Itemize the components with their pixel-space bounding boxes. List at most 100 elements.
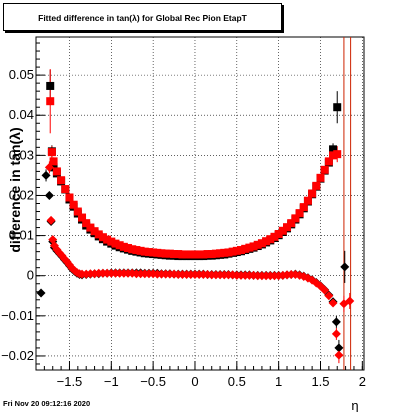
square-marker — [119, 242, 128, 251]
square-marker — [190, 250, 199, 259]
square-marker — [241, 244, 250, 253]
square-marker — [161, 249, 170, 258]
square-marker — [128, 245, 137, 254]
square-marker — [153, 248, 162, 257]
diamond-marker — [44, 162, 54, 172]
square-marker — [46, 81, 55, 90]
square-marker — [49, 157, 58, 166]
square-marker — [170, 250, 179, 259]
square-marker — [111, 239, 120, 248]
square-marker — [94, 230, 103, 239]
y-tick-label: 0.05 — [9, 67, 34, 82]
grid — [36, 37, 364, 370]
square-marker — [333, 103, 342, 112]
y-tick-label: 0.04 — [9, 107, 34, 122]
square-marker — [149, 248, 158, 257]
square-marker — [157, 249, 166, 258]
square-marker — [308, 189, 317, 198]
timestamp: Fri Nov 20 09:12:16 2020 — [3, 399, 91, 408]
square-marker — [140, 247, 149, 256]
square-marker — [207, 250, 216, 259]
x-tick-label: 0.5 — [228, 374, 246, 389]
square-marker — [132, 246, 141, 255]
square-marker — [182, 250, 191, 259]
square-marker — [69, 200, 78, 209]
square-marker — [224, 248, 233, 257]
square-marker — [107, 237, 116, 246]
square-marker — [278, 226, 287, 235]
x-tick-label: 1 — [275, 374, 282, 389]
x-tick-label: −1 — [104, 374, 119, 389]
diamond-marker — [44, 190, 54, 200]
x-tick-label: 2 — [359, 374, 366, 389]
chart-title: Fitted difference in tan(λ) for Global R… — [38, 13, 247, 23]
square-marker — [73, 207, 82, 216]
square-marker — [228, 247, 237, 256]
diamond-marker — [54, 248, 64, 258]
diamond-marker — [334, 343, 344, 353]
square-marker — [320, 165, 329, 174]
diamond-marker — [36, 288, 46, 298]
square-marker — [52, 167, 61, 176]
diamond-marker — [340, 262, 350, 272]
square-marker — [136, 246, 145, 255]
y-axis-label: difference in tan(λ) — [7, 127, 23, 252]
square-marker — [165, 249, 174, 258]
title-box: Fitted difference in tan(λ) for Global R… — [3, 3, 282, 31]
square-marker — [237, 246, 245, 255]
square-marker — [46, 97, 55, 106]
y-tick-label: 0.02 — [9, 187, 34, 202]
square-marker — [195, 250, 204, 259]
data-markers — [36, 81, 355, 360]
square-marker — [65, 193, 74, 202]
x-axis-label: η — [351, 398, 358, 412]
y-tick-label: −0.01 — [1, 308, 34, 323]
x-tick-label: −1.5 — [57, 374, 83, 389]
x-tick-label: −0.5 — [140, 374, 166, 389]
square-marker — [329, 151, 338, 160]
diamond-marker — [41, 170, 51, 180]
diamond-marker — [324, 291, 334, 301]
square-marker — [203, 250, 212, 259]
square-marker — [283, 223, 292, 232]
square-marker — [82, 219, 91, 228]
square-marker — [124, 244, 133, 253]
square-marker — [199, 250, 208, 259]
square-marker — [266, 235, 275, 244]
square-marker — [232, 246, 241, 255]
y-tick-label: 0.01 — [9, 228, 34, 243]
square-marker — [303, 196, 312, 205]
square-marker — [249, 242, 258, 251]
diamond-marker — [320, 285, 330, 295]
square-marker — [253, 240, 262, 249]
plot-frame — [35, 36, 365, 371]
diamond-marker — [345, 296, 355, 306]
y-tick-label: 0 — [27, 268, 34, 283]
square-marker — [61, 185, 70, 194]
square-marker — [312, 181, 321, 190]
square-marker — [178, 250, 187, 259]
square-marker — [220, 248, 229, 257]
square-marker — [78, 213, 87, 222]
diamond-marker — [331, 329, 341, 339]
y-tick-label: −0.02 — [1, 348, 34, 363]
square-marker — [287, 219, 296, 228]
square-marker — [186, 250, 195, 259]
square-marker — [103, 235, 112, 244]
square-marker — [329, 145, 338, 154]
x-tick-label: 1.5 — [311, 374, 329, 389]
square-marker — [47, 148, 56, 157]
square-marker — [257, 239, 266, 248]
square-marker — [291, 214, 300, 223]
square-marker — [274, 229, 283, 238]
reference-lines — [343, 37, 352, 370]
square-marker — [174, 250, 183, 259]
x-tick-label: 0 — [191, 374, 198, 389]
square-marker — [57, 176, 66, 185]
square-marker — [324, 157, 333, 166]
square-marker — [333, 150, 342, 159]
y-tick-label: 0.03 — [9, 147, 34, 162]
axes: −1.5 −1 −0.5 0 0.5 1 1.5 2 −0.02 −0.01 0 0.01 0.02 0.… — [1, 42, 366, 389]
diamond-marker — [328, 298, 338, 308]
